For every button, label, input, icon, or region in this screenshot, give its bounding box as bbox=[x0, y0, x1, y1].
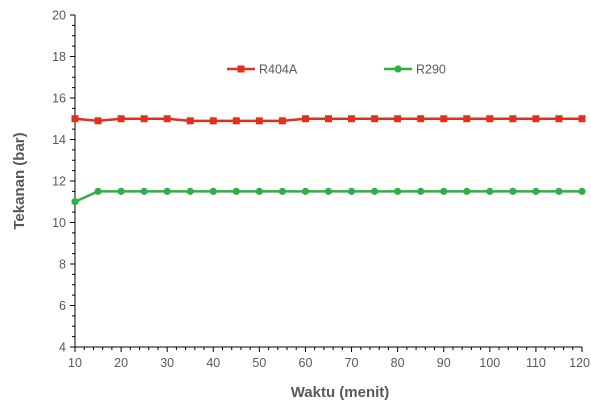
x-tick-label: 60 bbox=[299, 356, 313, 370]
data-point-r290 bbox=[71, 198, 79, 206]
data-point-r404a bbox=[186, 117, 194, 125]
data-point-r404a bbox=[394, 115, 402, 123]
x-tick-label: 10 bbox=[68, 356, 82, 370]
data-point-r290 bbox=[370, 187, 379, 195]
y-axis-ticks: 4 6 8 10 12 14 16 18 20 bbox=[52, 9, 75, 355]
data-point-r290 bbox=[232, 187, 240, 195]
data-point-r404a bbox=[417, 115, 425, 123]
data-point-r404a bbox=[555, 115, 563, 123]
x-tick-label: 100 bbox=[479, 356, 500, 370]
x-tick-label: 20 bbox=[114, 356, 128, 370]
data-point-r404a bbox=[348, 115, 356, 123]
data-point-r290 bbox=[440, 187, 448, 195]
y-axis-title: Tekanan (bar) bbox=[11, 132, 28, 229]
legend-label-r404a: R404A bbox=[259, 63, 298, 77]
data-point-r404a bbox=[71, 115, 79, 123]
data-point-r290 bbox=[532, 187, 540, 195]
data-point-r404a bbox=[509, 115, 517, 123]
data-point-r290 bbox=[186, 187, 194, 195]
y-tick-label: 14 bbox=[52, 133, 66, 147]
y-tick-label: 12 bbox=[52, 175, 66, 189]
data-point-r404a bbox=[232, 117, 240, 125]
data-point-r290 bbox=[94, 187, 102, 195]
x-tick-label: 80 bbox=[391, 356, 405, 370]
data-point-r290 bbox=[509, 187, 517, 195]
legend-label-r290: R290 bbox=[416, 63, 446, 77]
x-axis-ticks: 10 20 30 40 50 60 70 80 90 100 110 120 bbox=[68, 347, 590, 370]
y-tick-label: 8 bbox=[59, 258, 66, 272]
data-point-r404a bbox=[325, 115, 332, 123]
data-point-r290 bbox=[163, 187, 171, 195]
data-point-r290 bbox=[555, 187, 563, 195]
data-point-r290 bbox=[278, 187, 287, 195]
data-point-r404a bbox=[486, 115, 494, 123]
data-point-r290 bbox=[117, 187, 125, 195]
data-point-r290 bbox=[324, 187, 333, 195]
x-tick-label: 90 bbox=[437, 356, 451, 370]
data-point-r404a bbox=[463, 115, 471, 123]
legend: R404A R290 bbox=[227, 63, 446, 77]
data-point-r290 bbox=[394, 187, 402, 195]
y-tick-label: 6 bbox=[59, 299, 66, 313]
data-point-r404a bbox=[209, 117, 217, 125]
data-point-r290 bbox=[140, 187, 148, 195]
y-tick-label: 20 bbox=[52, 9, 66, 23]
x-tick-label: 30 bbox=[160, 356, 174, 370]
data-point-r404a bbox=[532, 115, 540, 123]
y-tick-label: 4 bbox=[59, 341, 66, 355]
data-point-r290 bbox=[578, 187, 586, 195]
data-point-r404a bbox=[371, 115, 379, 123]
data-point-r404a bbox=[301, 115, 309, 123]
data-point-r404a bbox=[578, 115, 586, 123]
data-point-r404a bbox=[117, 115, 125, 123]
data-point-r290 bbox=[486, 187, 494, 195]
data-point-r404a bbox=[440, 115, 448, 123]
x-tick-label: 110 bbox=[526, 356, 546, 370]
x-tick-label: 70 bbox=[345, 356, 359, 370]
legend-marker-r404a bbox=[237, 65, 245, 73]
data-point-r290 bbox=[209, 187, 217, 195]
x-axis-title: Waktu (menit) bbox=[291, 384, 390, 401]
data-point-r290 bbox=[463, 187, 471, 195]
data-point-r404a bbox=[255, 117, 263, 125]
data-point-r404a bbox=[163, 115, 171, 123]
data-point-r290 bbox=[301, 187, 310, 195]
data-point-r404a bbox=[94, 117, 102, 125]
y-tick-label: 16 bbox=[52, 92, 66, 106]
data-point-r290 bbox=[255, 187, 263, 195]
x-tick-label: 120 bbox=[569, 356, 590, 370]
legend-marker-r290 bbox=[394, 65, 402, 73]
data-point-r404a bbox=[278, 117, 286, 125]
data-point-r290 bbox=[417, 187, 425, 195]
y-tick-label: 18 bbox=[52, 50, 66, 64]
x-tick-label: 50 bbox=[252, 356, 266, 370]
data-point-r404a bbox=[140, 115, 148, 123]
data-point-r290 bbox=[347, 187, 356, 195]
x-tick-label: 40 bbox=[206, 356, 220, 370]
y-tick-label: 10 bbox=[52, 216, 66, 230]
series-group bbox=[71, 115, 586, 206]
